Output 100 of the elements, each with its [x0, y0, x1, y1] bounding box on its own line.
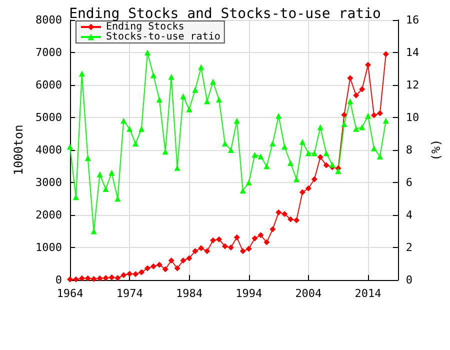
- y-tick-label: 6000: [36, 78, 62, 92]
- legend-label: Ending Stocks: [106, 22, 184, 32]
- point: [120, 118, 127, 124]
- y-tick-label: 8000: [36, 14, 62, 26]
- point: [288, 216, 294, 222]
- point: [132, 271, 139, 278]
- point: [192, 248, 198, 254]
- point: [168, 258, 174, 264]
- point: [365, 112, 372, 119]
- point: [299, 138, 306, 145]
- point: [305, 150, 312, 156]
- y2-tick-label: 0: [406, 274, 412, 286]
- x-tick-label: 1974: [116, 287, 144, 300]
- point: [180, 93, 186, 100]
- point: [186, 255, 192, 262]
- point: [228, 147, 234, 153]
- y-axis-title: 1000ton: [12, 124, 26, 176]
- point: [67, 144, 73, 150]
- point: [198, 64, 204, 70]
- point: [222, 243, 228, 250]
- point: [382, 118, 389, 124]
- point: [174, 265, 180, 272]
- point: [252, 235, 258, 242]
- point: [210, 237, 216, 244]
- point: [198, 245, 204, 252]
- point: [299, 189, 306, 196]
- point: [246, 180, 252, 186]
- point: [84, 275, 91, 282]
- point: [234, 118, 240, 124]
- point: [276, 112, 282, 119]
- point: [180, 258, 186, 264]
- point: [78, 275, 85, 282]
- y2-tick-label: 6: [406, 176, 412, 189]
- point: [156, 262, 162, 268]
- point: [288, 160, 294, 166]
- x-tick-label: 1964: [56, 287, 84, 300]
- point: [335, 168, 342, 174]
- y2-tick-label: 2: [406, 241, 412, 254]
- y-tick-label: 3000: [36, 176, 62, 189]
- point: [341, 112, 348, 118]
- point: [84, 155, 91, 162]
- point: [168, 74, 174, 80]
- point: [353, 92, 360, 98]
- point: [108, 170, 115, 176]
- point: [353, 126, 360, 132]
- point: [347, 75, 354, 82]
- point: [72, 276, 79, 282]
- point: [78, 70, 85, 77]
- point: [294, 176, 300, 182]
- point: [258, 154, 264, 160]
- y-tick-label: 1000: [36, 241, 62, 254]
- point: [192, 86, 198, 93]
- point: [144, 265, 150, 272]
- point: [258, 232, 264, 238]
- point: [234, 234, 240, 240]
- point: [382, 51, 389, 58]
- y2-axis-title: (%): [429, 139, 443, 161]
- point: [240, 188, 246, 194]
- point: [270, 226, 276, 232]
- point: [102, 186, 109, 192]
- point: [276, 209, 282, 216]
- y2-tick-label: 12: [406, 78, 420, 92]
- point: [376, 154, 383, 160]
- chart-title: Ending Stocks and Stocks-to-use ratio: [69, 6, 381, 22]
- point: [347, 98, 354, 104]
- point: [222, 140, 228, 146]
- point: [108, 274, 115, 280]
- point: [138, 269, 145, 276]
- point: [365, 62, 372, 68]
- y-tick-label: 2000: [36, 208, 62, 222]
- y-tick-label: 4000: [36, 144, 62, 156]
- point: [120, 272, 127, 278]
- y2-tick-label: 4: [406, 208, 413, 222]
- point: [228, 244, 234, 250]
- point: [371, 112, 378, 118]
- point: [240, 248, 246, 254]
- y2-tick-label: 16: [406, 14, 420, 26]
- point: [186, 106, 192, 112]
- y2-tick-label: 8: [406, 144, 412, 156]
- point: [216, 96, 222, 103]
- point: [150, 72, 156, 78]
- point: [317, 154, 324, 160]
- x-tick-label: 2014: [354, 287, 382, 300]
- point: [341, 121, 348, 127]
- legend-label: Stocks-to-use ratio: [106, 32, 220, 42]
- x-tick-label: 1984: [176, 287, 203, 300]
- y-tick-label: 0: [55, 274, 62, 286]
- point: [371, 145, 378, 152]
- point: [282, 144, 288, 150]
- point: [359, 86, 366, 92]
- point: [114, 275, 121, 282]
- y-tick-label: 7000: [36, 46, 62, 59]
- point: [138, 126, 145, 132]
- point: [376, 110, 383, 116]
- point: [126, 270, 133, 277]
- point: [311, 176, 318, 182]
- point: [317, 124, 324, 130]
- point: [132, 140, 139, 146]
- point: [264, 239, 270, 246]
- point: [144, 50, 150, 56]
